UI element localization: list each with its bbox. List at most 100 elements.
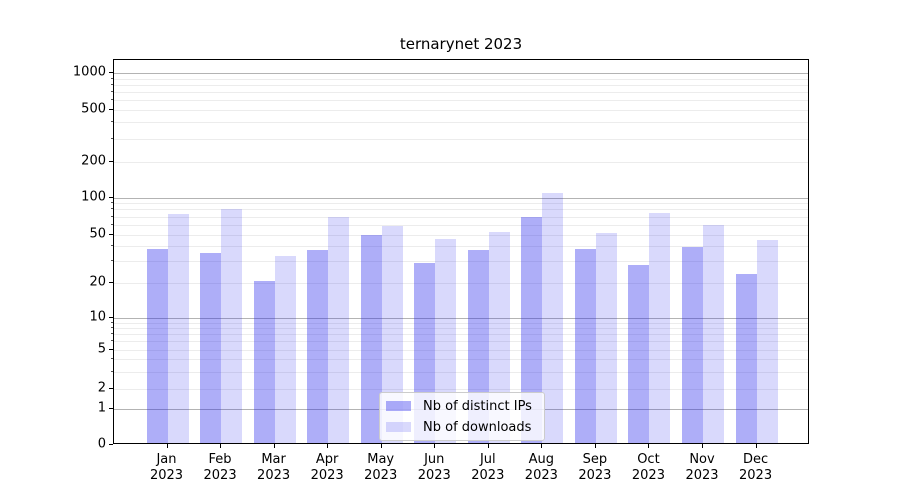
bar-downloads-aug	[542, 193, 564, 443]
y-minor-tick-mark	[111, 340, 113, 342]
y-tick-label: 1	[97, 400, 106, 416]
y-tick-mark	[109, 388, 113, 389]
x-tick-year: 2023	[471, 468, 505, 483]
y-tick-mark	[109, 108, 113, 110]
x-tick-year: 2023	[739, 468, 773, 483]
x-tick-year: 2023	[310, 468, 344, 483]
y-minor-tick-mark	[111, 223, 113, 225]
minor-gridline	[114, 91, 808, 93]
y-tick-mark	[109, 317, 113, 318]
minor-gridline	[114, 84, 808, 86]
gridline	[114, 349, 808, 351]
bar-downloads-jan	[167, 214, 189, 443]
bar-distinct-ips-apr	[307, 250, 329, 443]
x-tick-label: Jul 2023	[458, 452, 518, 484]
y-tick-label: 10	[89, 309, 106, 325]
x-tick-mark	[220, 444, 222, 448]
gridline	[114, 282, 808, 284]
bar-distinct-ips-jan	[146, 248, 168, 443]
y-tick-label: 5	[97, 341, 106, 356]
y-minor-tick-mark	[111, 208, 113, 210]
minor-gridline	[114, 322, 808, 324]
y-minor-tick-mark	[111, 215, 113, 217]
x-tick-label: Oct 2023	[618, 452, 678, 484]
minor-gridline	[114, 224, 808, 226]
legend-label-distinct-ips: Nb of distinct IPs	[423, 398, 532, 414]
y-minor-tick-mark	[111, 260, 113, 262]
y-minor-tick-mark	[111, 90, 113, 92]
x-tick-mark	[702, 444, 703, 448]
y-tick-mark	[109, 72, 113, 73]
legend-entry-distinct-ips: Nb of distinct IPs	[386, 398, 537, 414]
x-tick-mark	[487, 444, 489, 448]
minor-gridline	[114, 216, 808, 218]
x-tick-year: 2023	[631, 468, 665, 483]
bar-downloads-jul	[488, 231, 510, 443]
minor-gridline	[114, 328, 808, 330]
bar-downloads-dec	[756, 239, 778, 443]
y-minor-tick-mark	[111, 321, 113, 323]
x-tick-mark	[434, 444, 436, 448]
x-tick-label: Apr 2023	[297, 452, 357, 484]
x-tick-year: 2023	[364, 468, 398, 483]
x-tick-mark	[541, 444, 543, 448]
x-tick-label: Mar 2023	[244, 452, 304, 484]
bar-downloads-oct	[649, 212, 671, 443]
x-tick-label: Nov 2023	[672, 452, 732, 484]
x-tick-label: Aug 2023	[511, 452, 571, 484]
y-minor-tick-mark	[111, 370, 113, 372]
bar-downloads-nov	[703, 225, 724, 443]
minor-gridline	[114, 122, 808, 124]
x-tick-label: May 2023	[351, 452, 411, 484]
x-tick-year: 2023	[417, 468, 451, 483]
x-tick-mark	[755, 444, 757, 448]
minor-gridline	[114, 78, 808, 80]
bar-distinct-ips-aug	[521, 216, 543, 443]
bar-downloads-may	[381, 226, 403, 443]
y-tick-label: 1000	[72, 64, 106, 80]
y-tick-mark	[109, 443, 113, 445]
y-tick-label: 0	[97, 436, 106, 451]
y-tick-mark	[109, 196, 113, 198]
minor-gridline	[114, 334, 808, 336]
x-tick-mark	[648, 444, 650, 448]
legend-entry-downloads: Nb of downloads	[386, 419, 537, 435]
bar-distinct-ips-dec	[735, 273, 757, 443]
y-minor-tick-mark	[111, 137, 113, 139]
y-tick-label: 50	[89, 226, 106, 241]
major-gridline	[114, 318, 808, 319]
minor-gridline	[114, 371, 808, 373]
y-minor-tick-mark	[111, 245, 113, 247]
plot-area	[113, 59, 809, 444]
bar-distinct-ips-sep	[574, 248, 596, 443]
minor-gridline	[114, 341, 808, 343]
x-tick-mark	[166, 444, 168, 448]
x-tick-label: Feb 2023	[190, 452, 250, 484]
y-tick-label: 20	[89, 274, 106, 289]
y-minor-tick-mark	[111, 121, 113, 123]
x-tick-mark	[380, 444, 382, 448]
major-gridline	[114, 197, 808, 199]
x-tick-year: 2023	[524, 468, 558, 483]
legend-label-downloads: Nb of downloads	[423, 419, 532, 435]
x-tick-mark	[327, 444, 329, 448]
y-minor-tick-mark	[111, 333, 113, 335]
minor-gridline	[114, 138, 808, 140]
bar-distinct-ips-oct	[628, 265, 650, 443]
minor-gridline	[114, 203, 808, 205]
y-tick-label: 500	[81, 101, 106, 116]
y-minor-tick-mark	[111, 83, 113, 85]
x-tick-label: Sep 2023	[565, 452, 625, 484]
x-tick-mark	[594, 444, 596, 448]
y-tick-mark	[109, 348, 113, 350]
y-tick-label: 200	[81, 153, 106, 169]
legend-swatch-downloads	[386, 422, 411, 432]
x-tick-year: 2023	[149, 468, 184, 483]
minor-gridline	[114, 359, 808, 361]
y-minor-tick-mark	[111, 98, 113, 100]
x-tick-label: Dec 2023	[726, 452, 786, 484]
gridline	[114, 234, 808, 236]
bar-distinct-ips-nov	[682, 247, 703, 443]
y-minor-tick-mark	[111, 77, 113, 79]
x-tick-year: 2023	[257, 468, 291, 483]
